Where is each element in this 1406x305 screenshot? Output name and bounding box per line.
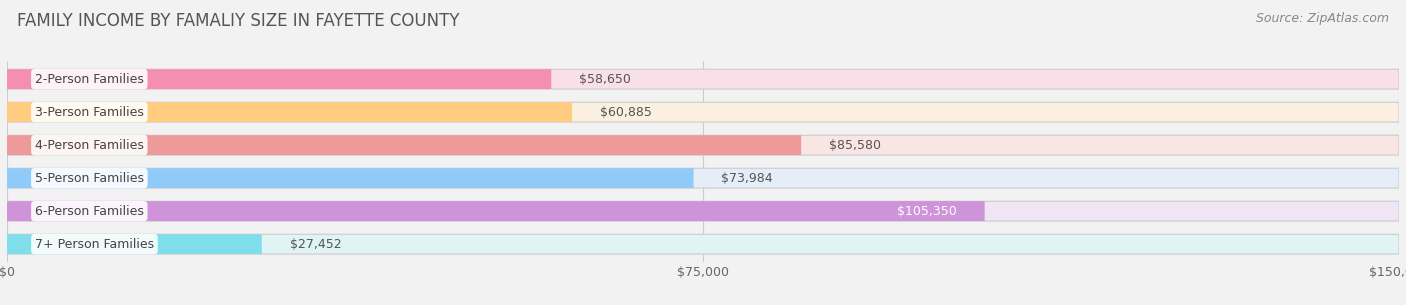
FancyBboxPatch shape <box>7 168 693 188</box>
FancyBboxPatch shape <box>7 69 1399 89</box>
Text: $73,984: $73,984 <box>721 172 773 185</box>
Text: 5-Person Families: 5-Person Families <box>35 172 143 185</box>
Text: 7+ Person Families: 7+ Person Families <box>35 238 155 251</box>
FancyBboxPatch shape <box>7 201 1399 221</box>
FancyBboxPatch shape <box>7 168 1399 188</box>
Text: Source: ZipAtlas.com: Source: ZipAtlas.com <box>1256 12 1389 25</box>
FancyBboxPatch shape <box>7 135 801 155</box>
FancyBboxPatch shape <box>7 69 551 89</box>
FancyBboxPatch shape <box>7 102 572 122</box>
Text: $27,452: $27,452 <box>290 238 342 251</box>
Text: 2-Person Families: 2-Person Families <box>35 73 143 86</box>
FancyBboxPatch shape <box>7 234 1399 254</box>
FancyBboxPatch shape <box>7 234 262 254</box>
Text: 3-Person Families: 3-Person Families <box>35 106 143 119</box>
Text: $105,350: $105,350 <box>897 205 957 218</box>
FancyBboxPatch shape <box>7 102 1399 122</box>
Text: 6-Person Families: 6-Person Families <box>35 205 143 218</box>
Text: 4-Person Families: 4-Person Families <box>35 139 143 152</box>
Text: $85,580: $85,580 <box>830 139 882 152</box>
Text: FAMILY INCOME BY FAMALIY SIZE IN FAYETTE COUNTY: FAMILY INCOME BY FAMALIY SIZE IN FAYETTE… <box>17 12 460 30</box>
Text: $58,650: $58,650 <box>579 73 631 86</box>
FancyBboxPatch shape <box>7 135 1399 155</box>
FancyBboxPatch shape <box>7 201 984 221</box>
Text: $60,885: $60,885 <box>600 106 652 119</box>
